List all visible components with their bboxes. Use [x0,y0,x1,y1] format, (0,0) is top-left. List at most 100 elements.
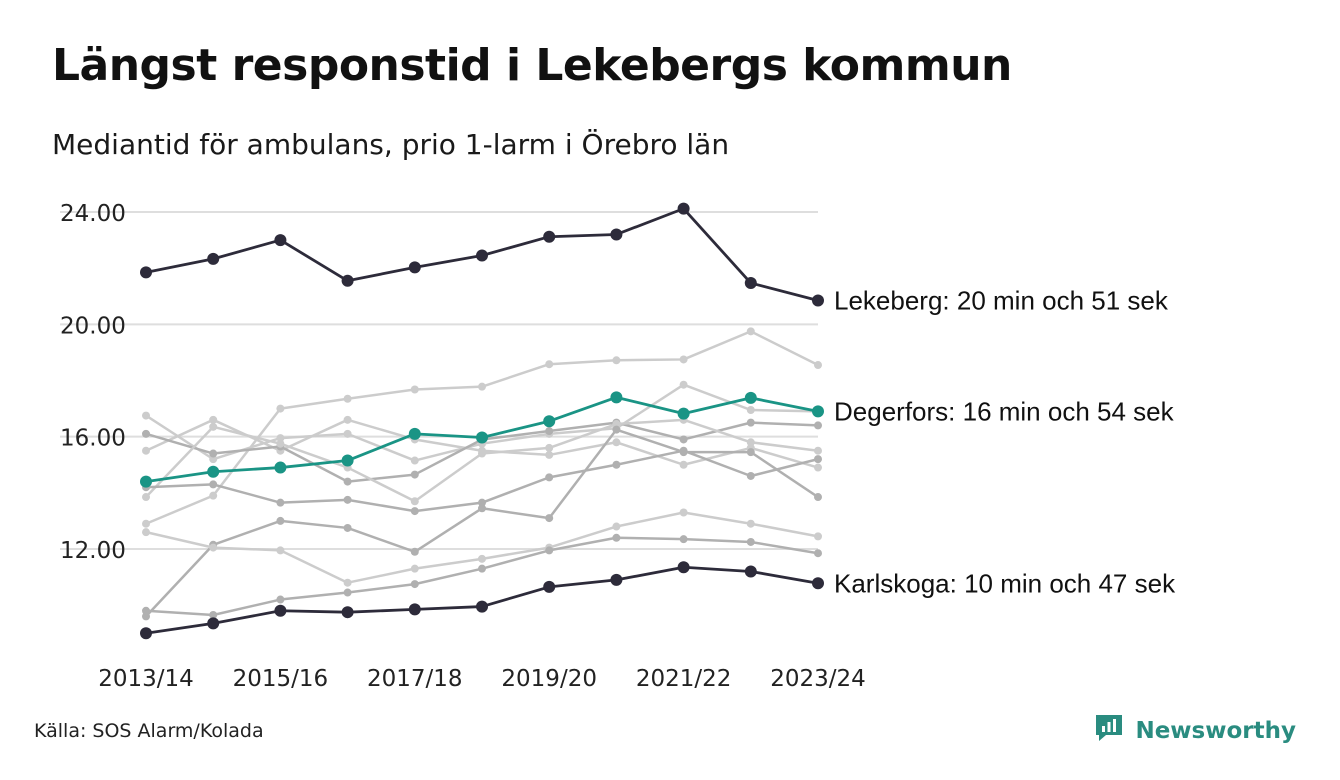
data-point [812,405,824,418]
data-point [612,460,621,469]
data-point [610,573,623,586]
data-point [543,580,556,593]
data-point [274,604,287,617]
data-point [812,294,824,307]
data-point [410,580,419,589]
data-point [142,429,150,438]
data-point [612,425,621,434]
data-point [209,610,218,619]
data-point [545,514,554,523]
brand: Newsworthy [1093,712,1296,749]
data-point [476,249,488,262]
data-point [408,603,421,616]
data-point [476,431,488,444]
data-point [746,418,755,427]
data-point [478,498,486,507]
data-point [610,228,623,241]
series-municipality-11 [142,533,822,619]
data-point [140,627,152,640]
data-point [207,617,220,630]
series-karlskoga [140,561,824,640]
series-line [144,428,820,618]
data-point [814,532,822,541]
data-point [209,543,218,552]
data-point [543,415,556,428]
data-point [679,460,688,469]
data-point [276,404,285,413]
data-point [545,473,554,482]
data-point [814,493,822,502]
data-point [341,274,354,287]
data-point [746,327,755,336]
x-tick-label: 2017/18 [367,666,463,692]
data-point [478,382,486,391]
data-point [408,261,421,274]
data-point [140,475,152,488]
data-point [478,554,486,563]
series-label-karlskoga: Karlskoga: 10 min och 47 sek [834,568,1176,598]
data-point [478,504,486,513]
data-point [209,480,218,489]
x-tick-label: 2013/14 [98,666,194,692]
data-point [677,202,690,215]
data-point [746,438,755,447]
series-label-degerfors: Degerfors: 16 min och 54 sek [834,396,1175,426]
data-point [209,449,218,458]
data-point [343,477,352,486]
x-tick-label: 2015/16 [233,666,329,692]
x-tick-label: 2023/24 [770,666,866,692]
data-point [343,523,352,532]
data-point [142,606,150,615]
data-point [814,549,822,558]
data-point [276,546,285,555]
chart-title: Längst responstid i Lekebergs kommun [52,40,1012,91]
y-tick-label: 16.00 [60,426,126,452]
data-point [679,435,688,444]
data-point [744,277,757,290]
data-point [410,456,419,465]
data-point [410,547,419,556]
series-lekeberg [140,202,824,307]
data-point [543,230,556,243]
data-point [207,252,220,265]
data-point [410,497,419,506]
data-point [744,565,757,578]
data-point [679,535,688,544]
series-municipality-3 [142,327,822,528]
data-point [814,446,822,455]
data-point [276,516,285,525]
y-axis-ticks: 12.00 16.00 20.00 24.00 [60,201,126,564]
background-series [142,327,822,621]
data-point [679,380,688,389]
data-point [545,443,554,452]
data-point [545,427,554,436]
data-point [746,405,755,414]
data-point [408,427,421,440]
data-point [814,463,822,472]
data-point [276,434,285,443]
data-point [612,356,621,365]
data-point [545,360,554,369]
data-point [746,519,755,528]
data-point [142,493,150,502]
y-tick-label: 24.00 [60,201,126,227]
data-point [209,455,218,464]
x-axis-ticks: 2013/14 2015/16 2017/18 2019/20 2021/22 2023/… [98,666,866,692]
series-line [144,330,820,525]
data-point [142,612,150,621]
data-point [612,420,621,429]
data-point [746,537,755,546]
series-degerfors [140,391,824,488]
data-point [341,454,354,467]
data-point [746,448,755,457]
data-point [679,448,688,457]
chart-subtitle: Mediantid för ambulans, prio 1-larm i Ör… [52,128,730,161]
data-point [142,519,150,528]
data-point [478,449,486,458]
data-point [545,546,554,555]
x-tick-label: 2019/20 [501,666,597,692]
data-point [343,588,352,597]
data-point [142,446,150,455]
highlighted-series [140,202,824,640]
